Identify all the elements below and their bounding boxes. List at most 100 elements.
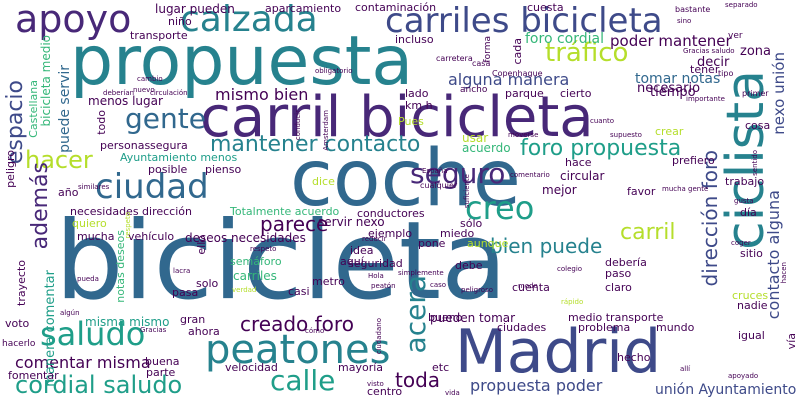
word: peatón <box>371 282 396 290</box>
word: cuanto <box>590 117 615 125</box>
word: Madrid <box>455 317 662 387</box>
word: contacto alguna <box>764 190 783 320</box>
word: voto <box>5 317 30 330</box>
word: separado <box>725 1 758 9</box>
word: crear <box>655 125 684 138</box>
word: acuerdo <box>462 141 511 155</box>
word: pueden tomar <box>430 311 516 325</box>
word: contaminación <box>355 1 437 14</box>
word: ver <box>728 31 743 41</box>
word: aparcamiento <box>265 2 342 15</box>
word: importante <box>686 95 725 103</box>
word: carriles <box>233 269 277 283</box>
word: pone <box>418 237 446 250</box>
word: cualquier <box>420 181 458 190</box>
word: además <box>28 162 53 250</box>
word: personas <box>100 139 151 152</box>
word: mismo bien <box>215 85 309 104</box>
word: propuesta <box>70 22 414 101</box>
word: servir nexo <box>318 215 385 229</box>
word: misma mismo <box>85 315 170 329</box>
word: vía <box>785 333 798 350</box>
word: mejor <box>542 183 577 197</box>
word: toda <box>395 368 441 392</box>
word: circulación <box>150 89 188 97</box>
word: cuesta <box>527 1 564 14</box>
word: niño <box>168 15 192 28</box>
word: colegio <box>557 265 583 273</box>
word: conductores <box>357 207 425 220</box>
word: sólo <box>460 217 483 230</box>
word: modo <box>518 282 538 290</box>
word: parte <box>146 366 176 379</box>
word: unión Ayuntamiento <box>655 382 797 398</box>
word: ejemplo <box>368 227 413 240</box>
word: pasa <box>172 286 199 299</box>
word: cierto <box>560 87 592 100</box>
word: coger <box>731 239 751 247</box>
word: tener <box>690 63 720 76</box>
word: necesidades dirección <box>70 205 192 218</box>
word: ello <box>195 235 208 255</box>
word: casa <box>472 59 491 68</box>
word: día <box>740 206 757 219</box>
word: hace <box>565 156 592 169</box>
word: solo <box>196 277 219 290</box>
word: ciudades <box>497 321 547 334</box>
word: año <box>58 186 79 199</box>
word: creo <box>465 189 535 227</box>
word: calle <box>270 364 336 397</box>
word: cordial saludo <box>15 371 183 399</box>
word: cómo <box>305 327 325 335</box>
word: Totalmente acuerdo <box>230 205 340 218</box>
word: respeto <box>124 212 132 239</box>
word: hecho <box>617 351 651 364</box>
word: visto <box>367 380 384 388</box>
word: caso <box>430 281 447 289</box>
word: aquí <box>340 255 364 268</box>
word: casi <box>288 285 310 298</box>
word: buena <box>145 355 180 368</box>
word: nexo unión <box>770 52 788 135</box>
word: Gracias saludo <box>683 47 735 55</box>
word: carril bicicleta <box>200 85 594 150</box>
word: carriles bicicleta <box>385 1 663 41</box>
word: semáforo <box>230 255 282 268</box>
word: idea <box>350 244 374 257</box>
word: lacra <box>173 267 191 275</box>
word: foro cordial <box>525 31 604 47</box>
word: Hola <box>368 272 384 280</box>
word: creado foro <box>240 312 354 336</box>
word: nuevo <box>133 86 155 94</box>
word: debe <box>455 259 483 272</box>
word: todo <box>95 110 108 135</box>
word: miedo <box>440 227 475 240</box>
word: segura <box>150 139 188 152</box>
word: Ayuntamiento menos <box>120 151 238 164</box>
word: etc <box>432 361 450 374</box>
word: deberían <box>103 89 135 97</box>
word: bien puede <box>490 234 603 258</box>
word: sitio <box>740 247 763 260</box>
word: carretera <box>436 54 473 63</box>
word: mantener contacto <box>210 132 421 157</box>
word: ciudadano <box>375 318 383 355</box>
word: bastante <box>675 5 711 14</box>
word: gente <box>125 102 206 135</box>
word: cuenta <box>512 281 550 294</box>
word: ciudad <box>95 167 209 207</box>
word: tomar notas <box>635 71 721 87</box>
word: trayecto <box>15 260 28 306</box>
word: gusta <box>734 197 754 205</box>
word: mucha <box>77 230 115 243</box>
word: vida <box>445 389 460 397</box>
word: usar <box>462 131 489 145</box>
word: primer <box>742 89 769 98</box>
word: incluso <box>395 33 434 46</box>
word: acera <box>399 275 432 354</box>
word: cruces <box>732 289 769 302</box>
word: necesario <box>637 81 701 96</box>
word: notas deseos <box>114 230 127 303</box>
word: quiero <box>72 217 107 230</box>
